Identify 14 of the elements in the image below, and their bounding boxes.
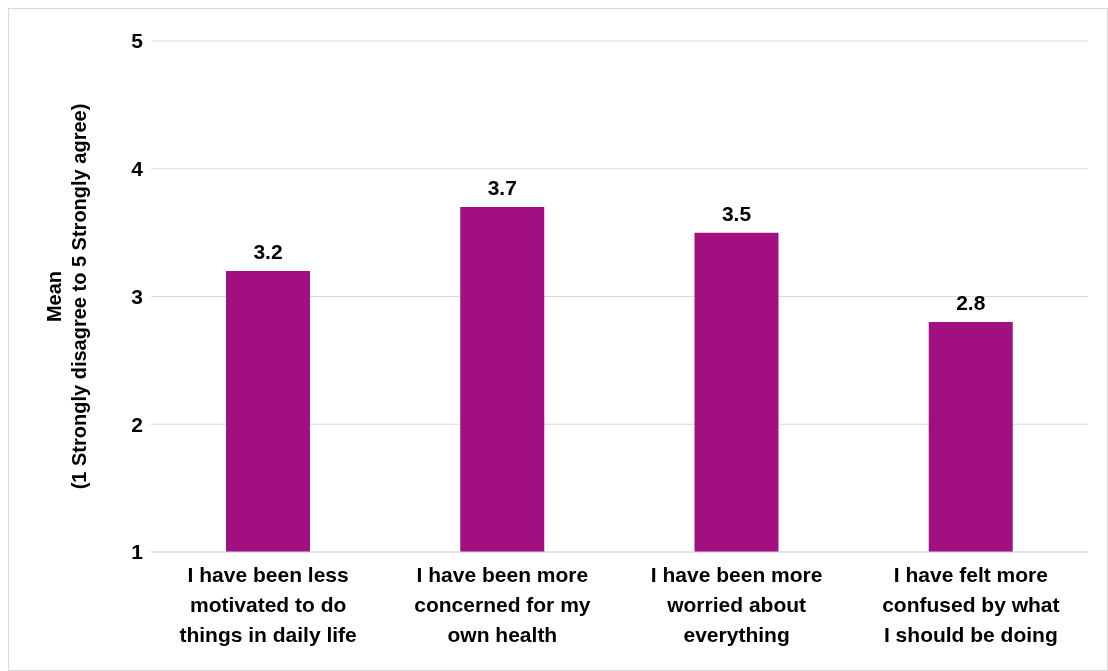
x-tick-label: I have been more concerned for my own health (414, 563, 591, 646)
y-tick-label: 3 (131, 284, 143, 308)
y-axis-title: Mean (1 Strongly disagree to 5 Strongly agree) (43, 103, 90, 490)
y-tick-label: 4 (131, 157, 144, 181)
data-label: 3.5 (721, 201, 752, 225)
data-label: 3.7 (487, 176, 517, 200)
x-tick-label: I have been less motivated to do things in daily life (179, 563, 357, 646)
y-tick-label: 1 (131, 540, 144, 564)
x-tick-label: I have felt more confused by what I should be doing (882, 563, 1060, 646)
data-label: 3.2 (253, 239, 283, 263)
data-label: 2.8 (956, 291, 986, 315)
x-tick-label: I have been more worried about everything (650, 563, 823, 646)
y-tick-label: 5 (131, 29, 144, 53)
y-tick-label: 2 (131, 412, 143, 436)
